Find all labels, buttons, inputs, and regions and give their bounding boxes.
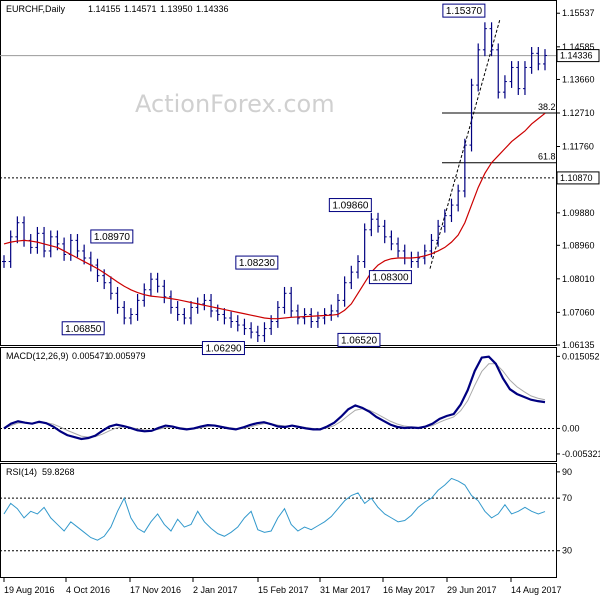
price-y-tick-label: 1.11760: [562, 142, 594, 152]
x-tick-label: 31 Mar 2017: [320, 585, 371, 595]
macd-line: [3, 355, 546, 441]
rsi-y-tick-label: 70: [562, 493, 572, 503]
x-tick-label: 16 May 2017: [383, 585, 435, 595]
price-y-tick-label: 1.08010: [562, 274, 595, 284]
rsi-y-tick-label: 90: [562, 467, 572, 477]
price-header-open: 1.14155: [88, 4, 121, 14]
price-y-tick-label: 1.12710: [562, 108, 595, 118]
macd-header-signal: 0.005979: [108, 351, 146, 361]
current-price-label-box: [556, 49, 600, 63]
macd-panel-frame: [0, 347, 557, 462]
macd-y-tick-label: 0.015052: [562, 351, 600, 361]
watermark: ActionForex.com: [135, 90, 335, 118]
price-y-tick-label: 1.06135: [562, 340, 595, 350]
annotation-label: 1.06850: [65, 324, 102, 335]
rsi-line: [3, 477, 546, 541]
annotation-box: [90, 229, 134, 244]
price-y-tick-label: 1.08960: [562, 240, 595, 250]
annotation-box: [368, 270, 412, 285]
rsi-header-value: 59.8268: [42, 467, 75, 477]
price-header-symbol: EURCHF,Daily: [6, 4, 66, 14]
x-tick-label: 17 Nov 2016: [130, 585, 181, 595]
x-tick-label: 14 Aug 2017: [511, 585, 562, 595]
macd-header-macd: 0.005471: [72, 351, 110, 361]
price-header-low: 1.13950: [160, 4, 193, 14]
macd-layer: [0, 355, 556, 441]
annotation-label: 1.08970: [94, 232, 131, 243]
x-tick-label: 2 Jan 2017: [193, 585, 238, 595]
price-y-tick-label: 1.09880: [562, 208, 595, 218]
axis-layer: 1.15537 1.14585 1.13660 1.12710 1.11760 1.108…: [3, 8, 600, 595]
fib-61-label: 61.8: [538, 152, 556, 162]
annotation-box: [201, 341, 245, 356]
annotation-label: 1.08230: [239, 258, 276, 269]
macd-header-label: MACD(12,26,9): [6, 351, 69, 361]
annotation-label: 1.15370: [446, 6, 483, 17]
level-price-label: 1.10870: [560, 173, 593, 183]
level-price-label-box: [556, 171, 600, 185]
macd-y-tick-label: -0.005321: [562, 449, 600, 459]
price-panel-frame: [0, 0, 557, 346]
current-price-label: 1.14336: [560, 51, 593, 61]
annotation-label: 1.06520: [341, 335, 378, 346]
macd-y-tick-label: 0.00: [562, 423, 580, 433]
annotation-label: 1.08300: [372, 273, 409, 284]
annotation-label: 1.09860: [332, 201, 369, 212]
rsi-header-label: RSI(14): [6, 467, 37, 477]
annotation-box: [442, 3, 486, 18]
ma-line: [3, 112, 546, 320]
annotation-box: [328, 198, 372, 213]
annotation-label: 1.06290: [205, 344, 242, 355]
x-tick-label: 4 Oct 2016: [66, 585, 110, 595]
price-y-tick-label: 1.15537: [562, 8, 595, 18]
rsi-y-tick-label: 30: [562, 546, 572, 556]
price-header-high: 1.14571: [124, 4, 157, 14]
fib-38-label: 38.2: [538, 102, 556, 112]
annotation-box: [235, 255, 279, 270]
rsi-layer: [0, 477, 556, 552]
price-layer: 38.2 61.8 1.08970 1.06850 1.06290 1.08230 1.06…: [0, 3, 556, 356]
x-tick-label: 19 Aug 2016: [4, 585, 55, 595]
price-y-tick-label: 1.14585: [562, 42, 595, 52]
price-header-close: 1.14336: [196, 4, 229, 14]
annotation-box: [61, 321, 105, 336]
price-y-tick-label: 1.07060: [562, 307, 595, 317]
price-y-tick-label: 1.13660: [562, 74, 595, 84]
trend-line: [429, 18, 501, 269]
rsi-panel-frame: [0, 463, 557, 578]
annotation-box: [337, 332, 381, 347]
x-tick-label: 29 Jun 2017: [447, 585, 497, 595]
x-tick-label: 15 Feb 2017: [258, 585, 309, 595]
